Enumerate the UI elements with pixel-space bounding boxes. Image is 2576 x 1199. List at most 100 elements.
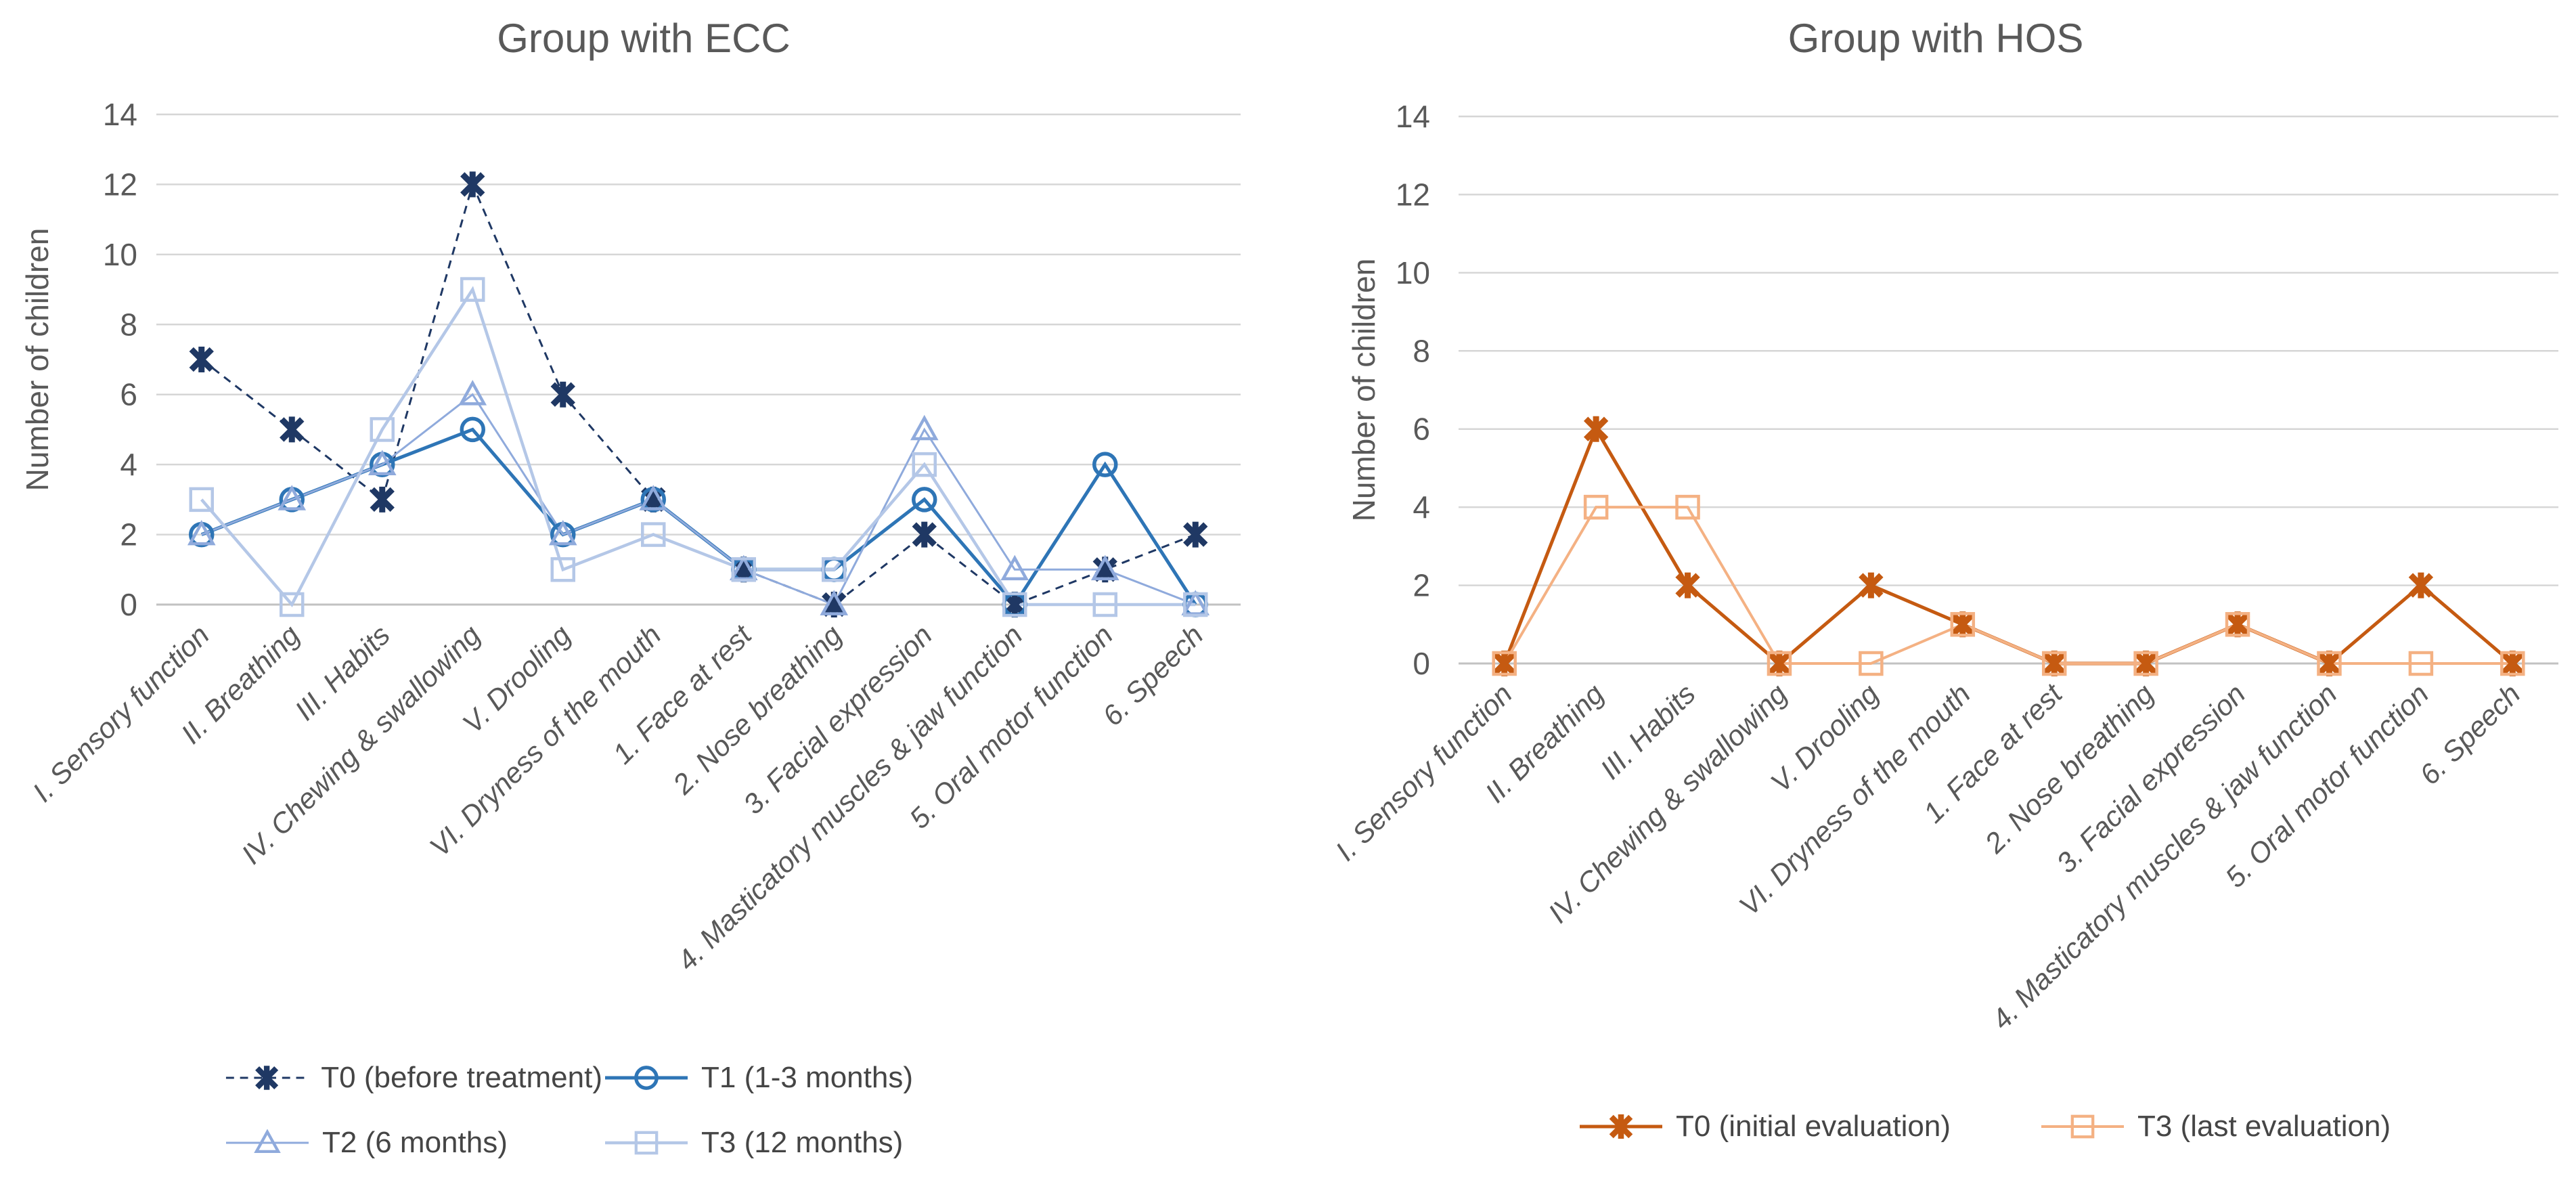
square-marker-icon <box>1002 592 1027 617</box>
star-marker-icon <box>1859 572 1884 598</box>
circle-marker-icon <box>912 487 937 513</box>
legend-marker-star <box>225 1066 308 1090</box>
legend-label: T3 (12 months) <box>701 1126 904 1159</box>
square-marker-icon <box>1183 592 1208 617</box>
circle-marker-icon <box>370 452 395 477</box>
circle-marker-icon <box>550 521 576 548</box>
star-marker-icon <box>550 381 575 408</box>
square-marker-icon <box>1950 612 1976 637</box>
square-marker-icon <box>189 487 214 513</box>
triangle-marker-icon <box>368 450 397 475</box>
y-tick-label: 14 <box>1396 99 1430 134</box>
star-marker-icon <box>460 171 485 198</box>
y-tick-label: 4 <box>1413 489 1430 525</box>
square-marker-icon <box>2408 651 2434 676</box>
y-tick-label: 14 <box>103 97 137 132</box>
y-tick-label: 6 <box>120 377 137 412</box>
legend-item[interactable]: T3 (last evaluation) <box>2039 1105 2391 1148</box>
square-marker-icon <box>641 522 666 547</box>
star-marker-icon <box>1183 521 1208 548</box>
triangle-marker-icon <box>1090 554 1119 581</box>
triangle-marker-icon <box>910 414 939 441</box>
circle-marker-icon <box>279 487 305 513</box>
square-marker-icon <box>460 277 485 302</box>
y-tick-label: 4 <box>120 447 137 482</box>
y-tick-label: 6 <box>1413 412 1430 447</box>
star-marker-icon <box>1092 557 1117 583</box>
square-marker-icon <box>1583 494 1609 520</box>
star-marker-icon <box>189 347 214 372</box>
x-axis-label: 2. Nose breathing <box>666 619 847 800</box>
star-marker-icon <box>370 486 395 513</box>
chart-title-ecc: Group with ECC <box>497 16 791 61</box>
circle-marker-icon <box>731 557 757 583</box>
square-marker-icon <box>2317 651 2342 676</box>
chart-title-hos: Group with HOS <box>1787 16 2084 61</box>
square-marker-icon <box>2225 612 2250 637</box>
square-marker-icon <box>1092 592 1117 617</box>
legend-item[interactable]: T0 (before treatment) <box>223 1056 602 1099</box>
series-line-3 <box>201 393 1196 606</box>
triangle-marker-icon <box>729 554 758 581</box>
legend-marker-square <box>605 1131 688 1155</box>
series-line-2 <box>1503 506 2513 665</box>
legend-marker-square <box>2041 1114 2124 1139</box>
square-marker-icon <box>1859 651 1884 676</box>
square-marker-icon <box>2041 651 2067 676</box>
star-marker-icon <box>912 521 937 548</box>
series-line-4 <box>200 286 1196 607</box>
y-tick-label: 0 <box>1413 646 1430 681</box>
triangle-marker-icon <box>1000 554 1029 581</box>
y-tick-label: 10 <box>1396 255 1430 290</box>
triangle-marker-icon <box>639 485 668 510</box>
star-marker-icon <box>2042 651 2067 676</box>
star-marker-icon <box>2225 611 2250 638</box>
circle-marker-icon <box>460 416 485 443</box>
x-axis-label: I. Sensory function <box>26 619 215 808</box>
series-line-2 <box>200 427 1197 608</box>
x-axis-label: I. Sensory function <box>1329 678 1518 867</box>
legend-label: T1 (1-3 months) <box>701 1061 913 1094</box>
x-axis-label: 2. Nose breathing <box>1978 678 2160 859</box>
square-marker-icon <box>550 557 575 582</box>
star-marker-icon <box>2500 651 2525 676</box>
legend-ecc: T0 (before treatment) T1 (1-3 months) T2 (… <box>223 1056 981 1164</box>
star-marker-icon <box>2133 651 2158 676</box>
x-axis-label: 4. Masticatory muscles & jaw function <box>1985 678 2342 1035</box>
star-marker-icon <box>1767 651 1792 676</box>
legend-label: T0 (initial evaluation) <box>1676 1110 1951 1143</box>
y-tick-label: 0 <box>120 587 137 622</box>
square-marker-icon <box>822 557 847 582</box>
star-marker-icon <box>822 592 847 617</box>
square-marker-icon <box>2500 651 2525 676</box>
star-marker-icon <box>1950 611 1975 638</box>
star-marker-icon <box>641 486 666 513</box>
y-tick-label: 8 <box>1413 333 1430 368</box>
circle-marker-icon <box>640 487 666 513</box>
y-tick-label: 10 <box>103 237 137 272</box>
circle-marker-icon <box>189 521 215 548</box>
legend-item[interactable]: T0 (initial evaluation) <box>1577 1105 1951 1148</box>
square-marker-icon <box>280 592 305 617</box>
series-line-1 <box>1503 425 2514 666</box>
legend-label: T2 (6 months) <box>322 1126 508 1159</box>
triangle-marker-icon <box>277 485 307 510</box>
legend-marker-circle <box>605 1066 688 1090</box>
star-marker-icon <box>1675 572 1700 598</box>
legend-label: T3 (last evaluation) <box>2137 1110 2391 1143</box>
legend-hos: T0 (initial evaluation) T3 (last evaluati… <box>1577 1105 2391 1148</box>
triangle-marker-icon <box>1181 590 1210 615</box>
star-marker-icon <box>1002 592 1027 617</box>
triangle-marker-icon <box>548 519 577 546</box>
circle-marker-icon <box>821 557 847 583</box>
circle-marker-icon <box>1092 452 1118 477</box>
y-tick-label: 8 <box>120 307 137 342</box>
y-tick-label: 12 <box>1396 177 1430 212</box>
legend-item[interactable]: T3 (12 months) <box>602 1121 981 1164</box>
legend-item[interactable]: T1 (1-3 months) <box>602 1056 981 1099</box>
legend-item[interactable]: T2 (6 months) <box>223 1121 602 1164</box>
